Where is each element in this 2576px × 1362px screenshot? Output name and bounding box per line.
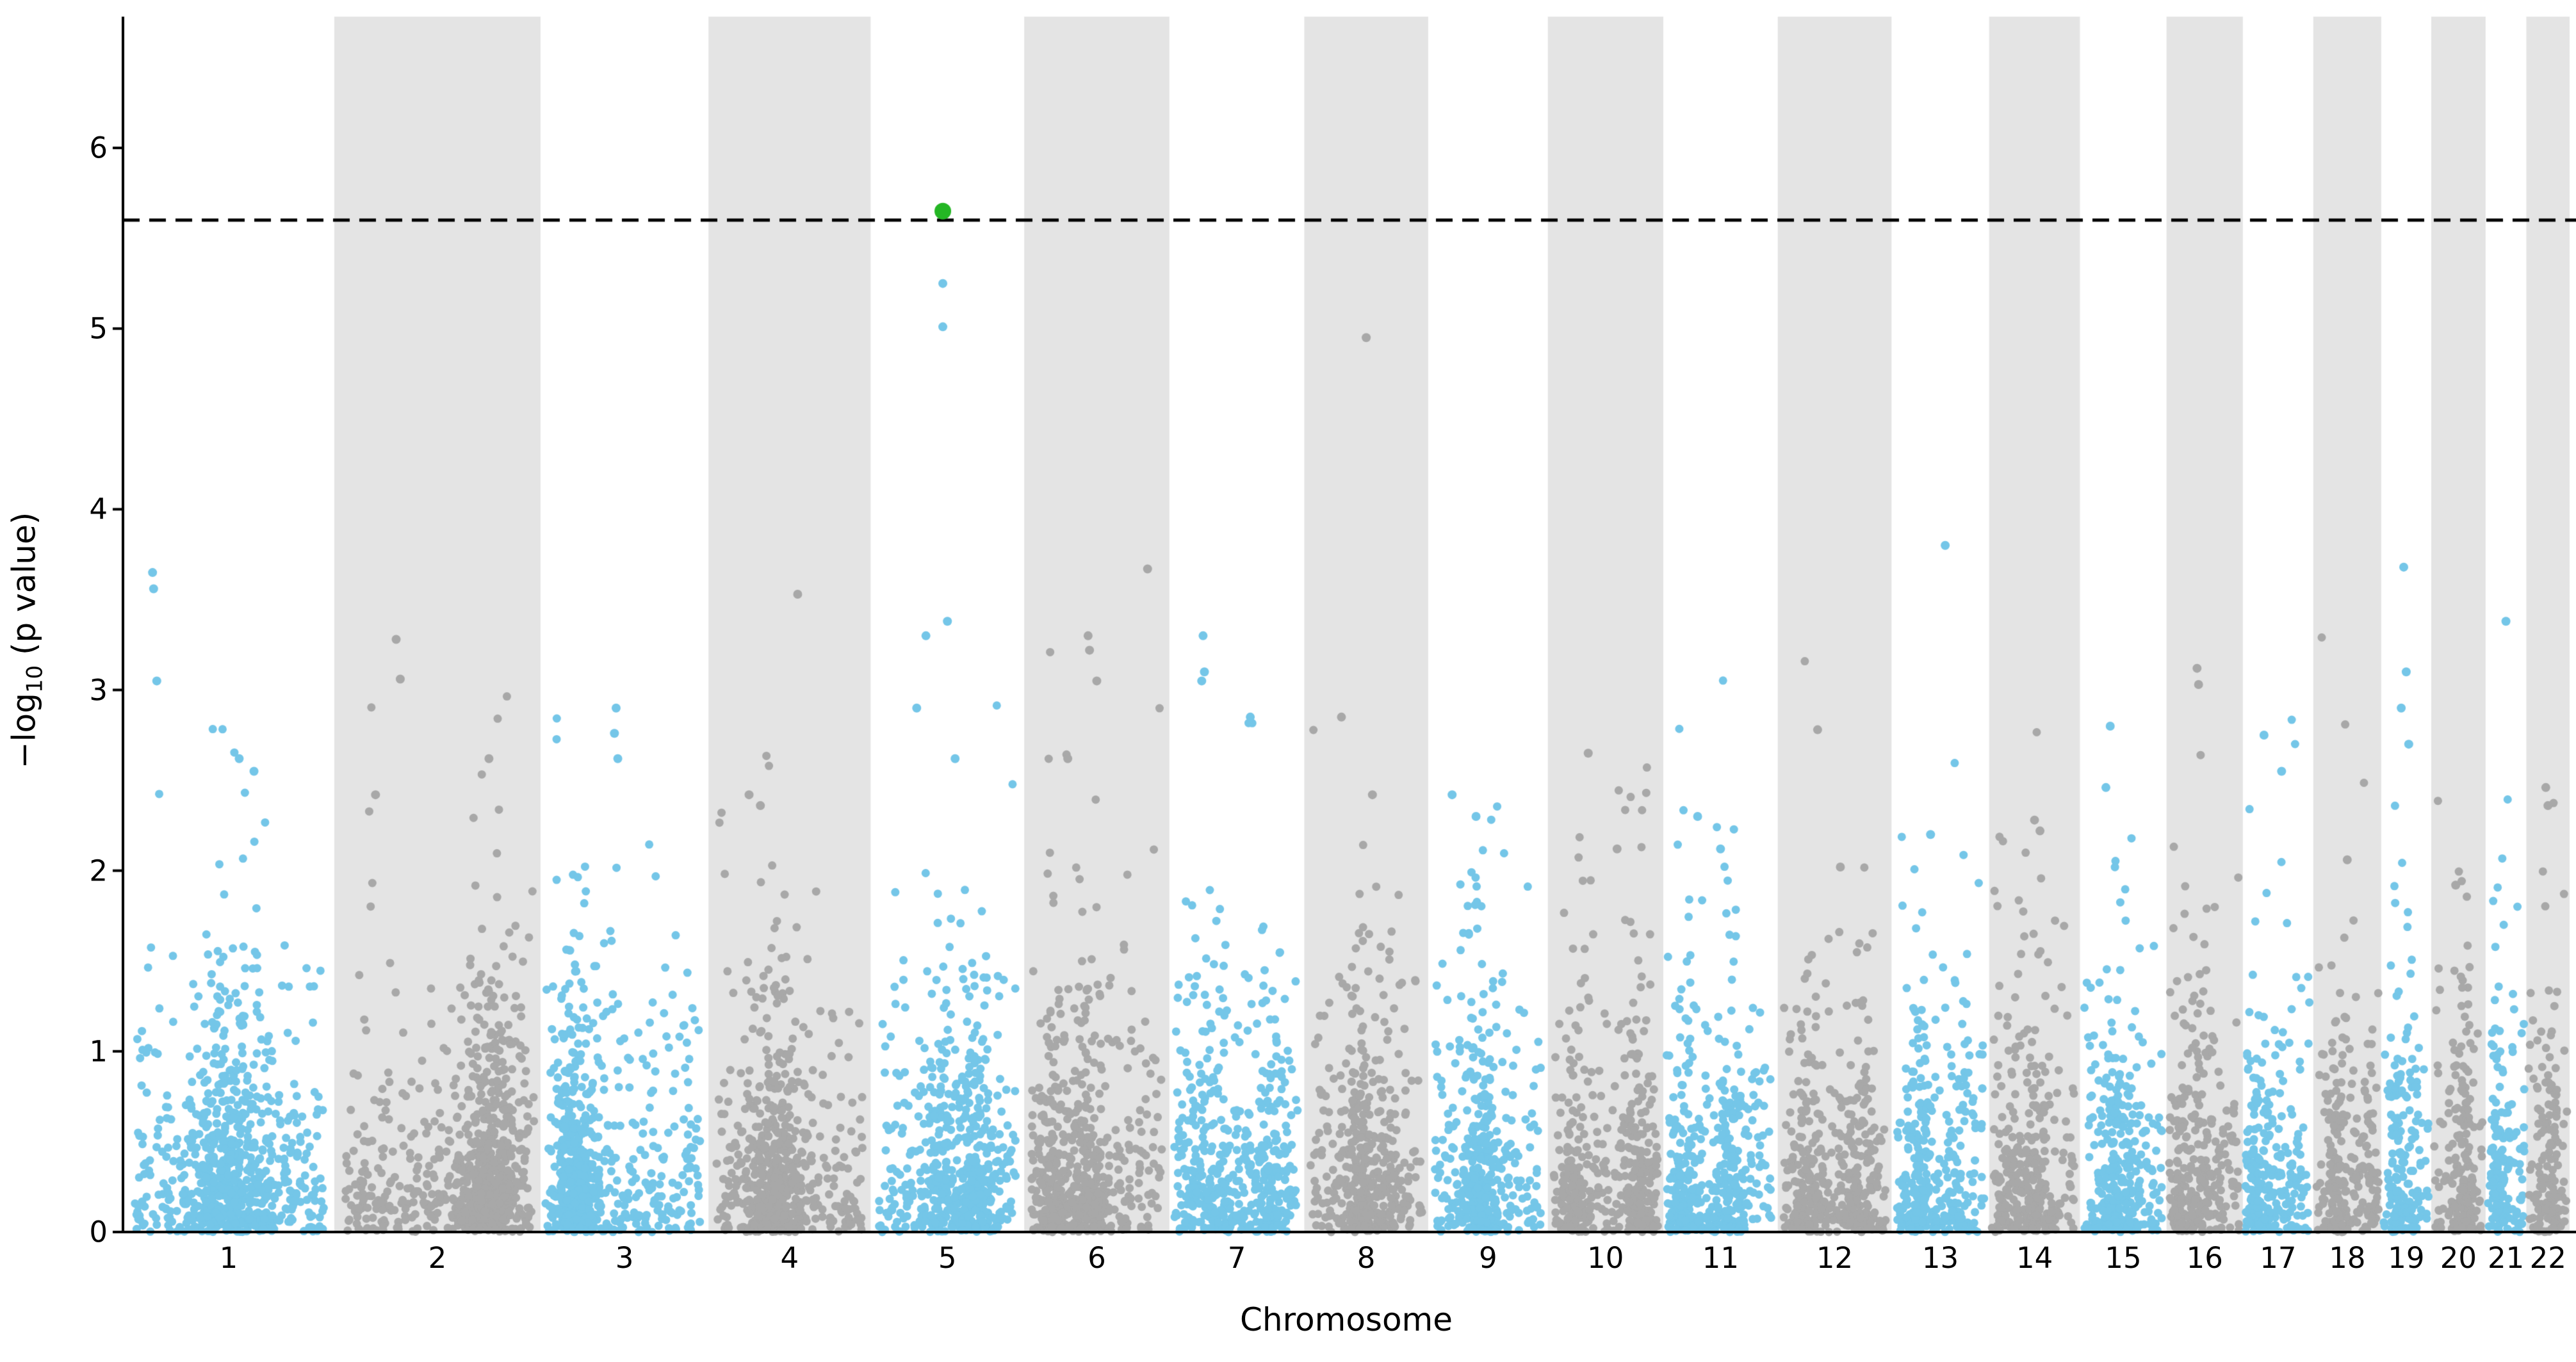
manhattan-plot-canvas [0, 0, 2576, 1362]
